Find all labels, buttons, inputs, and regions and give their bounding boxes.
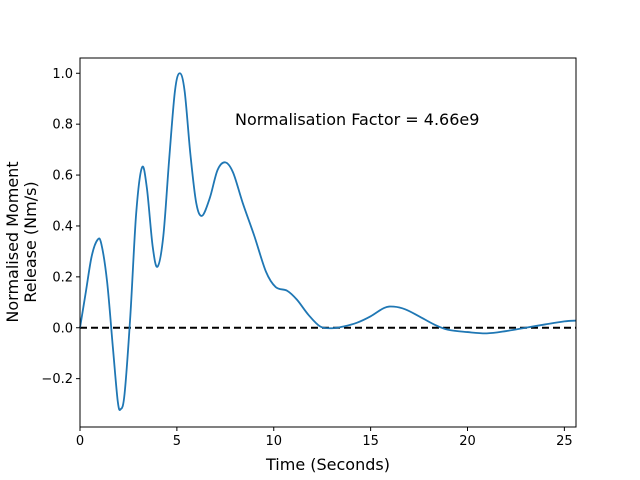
x-axis-label: Time (Seconds) (265, 455, 390, 474)
y-axis-ticks: −0.2 0.0 0.2 0.4 0.6 0.8 1.0 (41, 67, 80, 387)
y-tick-label: −0.2 (41, 372, 73, 387)
plot-frame (79, 57, 577, 428)
y-tick-label: 0.8 (52, 118, 73, 133)
annotation-normalisation-factor: Normalisation Factor = 4.66e9 (235, 110, 479, 129)
y-tick-label: 0.0 (52, 321, 73, 336)
x-tick-label: 5 (173, 434, 181, 449)
x-tick-label: 25 (556, 434, 573, 449)
y-axis-label-line-2: Release (Nm/s) (21, 181, 40, 302)
x-tick-label: 0 (76, 434, 84, 449)
x-tick-label: 15 (362, 434, 379, 449)
y-tick-label: 0.4 (52, 219, 73, 234)
x-tick-label: 20 (459, 434, 476, 449)
plot-area (79, 57, 577, 428)
y-tick-label: 1.0 (52, 67, 73, 82)
y-axis-label-line-1: Normalised Moment (3, 161, 22, 322)
x-tick-label: 10 (265, 434, 282, 449)
y-axis-label: Normalised Moment Release (Nm/s) (3, 161, 40, 322)
y-tick-label: 0.6 (52, 169, 73, 184)
x-axis-ticks: 0 5 10 15 20 25 (76, 427, 573, 449)
y-tick-label: 0.2 (52, 270, 73, 285)
series-line-0 (79, 72, 577, 411)
